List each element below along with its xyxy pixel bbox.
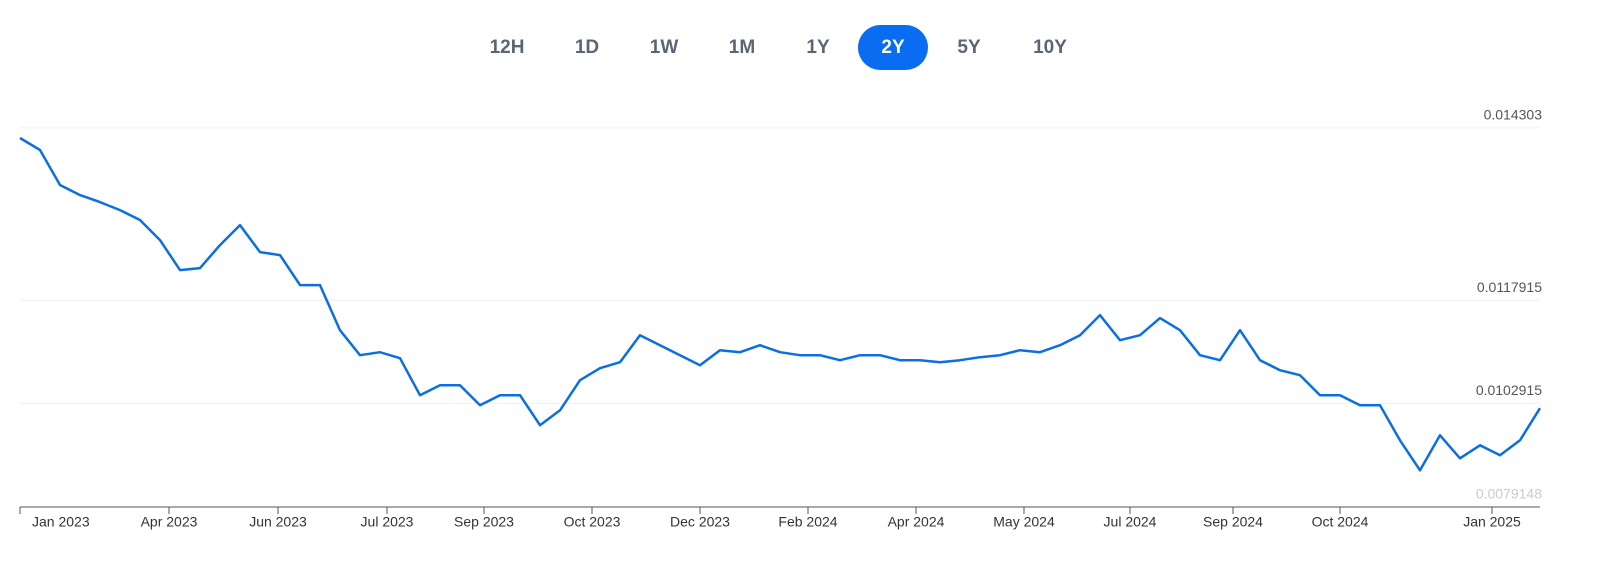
x-tick-label: Dec 2023 (670, 514, 730, 530)
x-tick-label: Apr 2024 (888, 514, 945, 530)
x-tick-label: Jul 2023 (361, 514, 414, 530)
x-tick-label: Sep 2024 (1203, 514, 1263, 530)
y-tick-label: 0.014303 (1484, 107, 1543, 123)
x-tick-label: Oct 2024 (1312, 514, 1369, 530)
range-button-label[interactable]: 1M (729, 37, 755, 58)
x-tick-label: Jan 2025 (1463, 514, 1521, 530)
y-tick-label: 0.0102915 (1476, 382, 1542, 398)
x-tick-label: Jul 2024 (1104, 514, 1157, 530)
x-tick-label: Jan 2023 (32, 514, 90, 530)
x-tick-label: May 2024 (993, 514, 1055, 530)
range-button-label[interactable]: 1D (575, 37, 599, 58)
range-button-label[interactable]: 12H (490, 37, 525, 58)
price-line (19, 136, 1542, 472)
x-tick-label: Jun 2023 (249, 514, 307, 530)
range-button-label[interactable]: 5Y (957, 37, 981, 58)
range-button-label[interactable]: 1Y (806, 37, 830, 58)
range-button-label[interactable]: 1W (650, 37, 679, 58)
x-tick-label: Oct 2023 (564, 514, 621, 530)
range-button-label[interactable]: 2Y (881, 37, 905, 58)
min-annotation: 0.0079148 (1476, 486, 1542, 502)
x-tick-label: Apr 2023 (141, 514, 198, 530)
x-tick-label: Sep 2023 (454, 514, 514, 530)
range-button-label[interactable]: 10Y (1033, 37, 1067, 58)
range-button-active[interactable] (858, 25, 928, 70)
x-tick-label: Feb 2024 (778, 514, 837, 530)
y-tick-label: 0.0117915 (1477, 279, 1542, 295)
